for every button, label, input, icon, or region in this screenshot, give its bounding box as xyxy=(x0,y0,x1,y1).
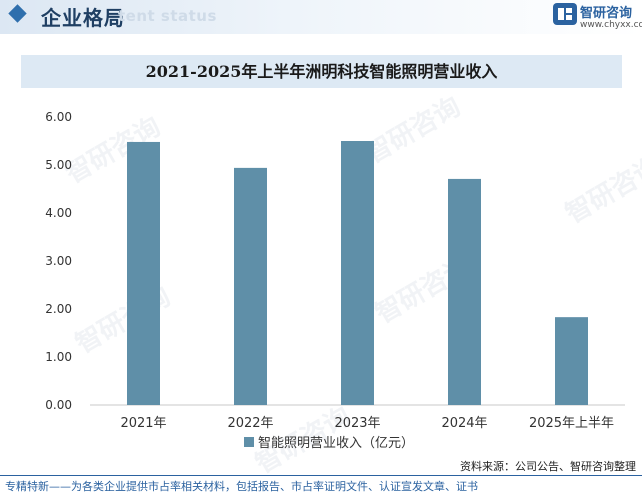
footer-divider xyxy=(0,475,642,476)
footer-slogan: 专精特新——为各类企业提供市占率相关材料，包括报告、市占率证明文件、认证宣发文章… xyxy=(5,480,478,493)
y-tick-label: 6.00 xyxy=(45,110,72,124)
x-tick-label: 2023年 xyxy=(334,416,380,431)
bar xyxy=(234,167,267,405)
bar-chart: 0.00 1.00 2.00 3.00 4.00 5.00 6.00 2021年 2022年 20… xyxy=(45,110,625,451)
legend-swatch xyxy=(244,437,254,447)
bar xyxy=(127,141,160,405)
chart-title: 2021-2025年上半年洲明科技智能照明营业收入 xyxy=(145,62,498,81)
bar xyxy=(341,141,374,405)
section-subtitle: tent status xyxy=(118,7,217,25)
y-tick-label: 5.00 xyxy=(45,158,72,172)
y-tick-label: 4.00 xyxy=(45,206,72,220)
y-tick-label: 0.00 xyxy=(45,398,72,412)
bar xyxy=(448,178,481,405)
section-header xyxy=(0,0,642,34)
x-tick-label: 2025年上半年 xyxy=(529,416,614,431)
bar xyxy=(555,317,588,405)
x-tick-label: 2024年 xyxy=(441,416,487,431)
section-title: 企业格局 xyxy=(41,6,125,30)
legend-label: 智能照明营业收入（亿元） xyxy=(258,436,414,451)
brand-logo-icon xyxy=(553,3,577,25)
x-tick-label: 2021年 xyxy=(120,416,166,431)
y-tick-label: 2.00 xyxy=(45,302,72,316)
chart-title-bar xyxy=(21,55,622,88)
x-tick-label: 2022年 xyxy=(227,416,273,431)
y-tick-label: 1.00 xyxy=(45,350,72,364)
brand-name: 智研咨询 xyxy=(580,6,633,21)
data-source: 资料来源：公司公告、智研咨询整理 xyxy=(460,460,636,473)
brand-url: www.chyxx.com xyxy=(580,20,642,30)
y-tick-label: 3.00 xyxy=(45,254,72,268)
